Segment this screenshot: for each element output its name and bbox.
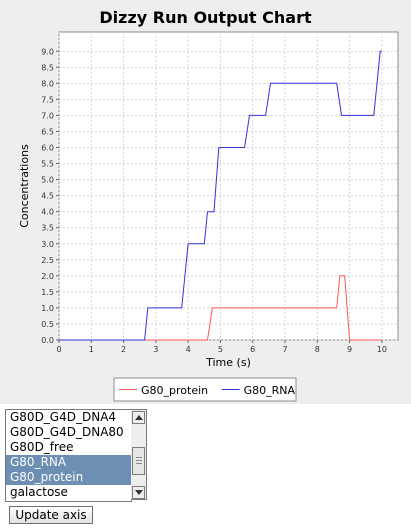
species-list[interactable]: G80D_G4D_DNA4 G80D_G4D_DNA80 G80D_free G80_… xyxy=(5,409,132,502)
scroll-up-button[interactable] xyxy=(132,411,145,424)
x-tick-label: 2 xyxy=(121,345,126,354)
species-list-scrollbar[interactable] xyxy=(131,409,147,500)
chevron-down-icon xyxy=(135,490,143,495)
plot-area xyxy=(58,31,399,341)
species-list-item[interactable]: G80D_G4D_DNA80 xyxy=(10,425,124,439)
scroll-thumb[interactable] xyxy=(132,447,145,475)
y-tick-label: 6.0 xyxy=(41,144,54,153)
y-tick-label: 3.5 xyxy=(41,224,54,233)
y-tick-label: 2.5 xyxy=(41,256,54,265)
x-tick-label: 7 xyxy=(282,345,287,354)
y-tick-label: 1.0 xyxy=(41,304,54,313)
y-tick-label: 4.0 xyxy=(41,208,54,217)
y-tick-label: 8.0 xyxy=(41,79,54,88)
x-axis-label: Time (s) xyxy=(205,356,251,369)
legend-label-G80_protein: G80_protein xyxy=(141,384,208,397)
species-list-item[interactable]: G80D_G4D_DNA4 xyxy=(10,410,117,424)
series-line-G80_RNA xyxy=(59,50,382,341)
species-list-item[interactable]: G80D_free xyxy=(10,440,74,454)
chart-svg: Dizzy Run Output Chart 0.0 0.5 1.0 1.5 2.0 2.5… xyxy=(18,8,399,402)
x-tick-label: 5 xyxy=(218,345,223,354)
species-list-item[interactable]: G80_protein xyxy=(6,470,131,485)
series-line-G80_protein xyxy=(59,275,382,341)
x-tick-label: 4 xyxy=(186,345,191,354)
chevron-up-icon xyxy=(135,415,143,420)
y-tick-label: 5.5 xyxy=(41,160,54,169)
x-tick-label: 10 xyxy=(377,345,387,354)
y-tick-label: 7.5 xyxy=(41,95,54,104)
y-tick-label: 9.0 xyxy=(41,47,54,56)
y-tick-label: 6.5 xyxy=(41,127,54,136)
x-tick-label: 0 xyxy=(56,345,61,354)
species-list-item[interactable]: G80_RNA xyxy=(6,455,131,470)
y-tick-label: 1.5 xyxy=(41,288,54,297)
legend-box xyxy=(113,377,297,402)
x-tick-label: 9 xyxy=(347,345,352,354)
y-tick-label: 0.0 xyxy=(41,336,54,345)
y-tick-label: 0.5 xyxy=(41,320,54,329)
legend-label-G80_RNA: G80_RNA xyxy=(244,384,296,397)
y-axis-label: Concentrations xyxy=(18,144,31,228)
update-axis-button[interactable]: Update axis xyxy=(9,506,93,524)
scroll-down-button[interactable] xyxy=(132,486,145,499)
species-list-item[interactable]: galactose xyxy=(10,485,68,499)
y-tick-label: 3.0 xyxy=(41,240,54,249)
y-tick-label: 4.5 xyxy=(41,192,54,201)
chart-title: Dizzy Run Output Chart xyxy=(99,8,312,27)
chart-panel: Dizzy Run Output Chart 0.0 0.5 1.0 1.5 2.0 2.5… xyxy=(0,0,411,404)
x-tick-label: 6 xyxy=(250,345,255,354)
y-tick-label: 5.0 xyxy=(41,176,54,185)
y-tick-label: 8.5 xyxy=(41,63,54,72)
y-tick-label: 7.0 xyxy=(41,111,54,120)
y-tick-label: 2.0 xyxy=(41,272,54,281)
x-tick-label: 3 xyxy=(153,345,158,354)
x-tick-label: 1 xyxy=(89,345,94,354)
x-tick-label: 8 xyxy=(315,345,320,354)
